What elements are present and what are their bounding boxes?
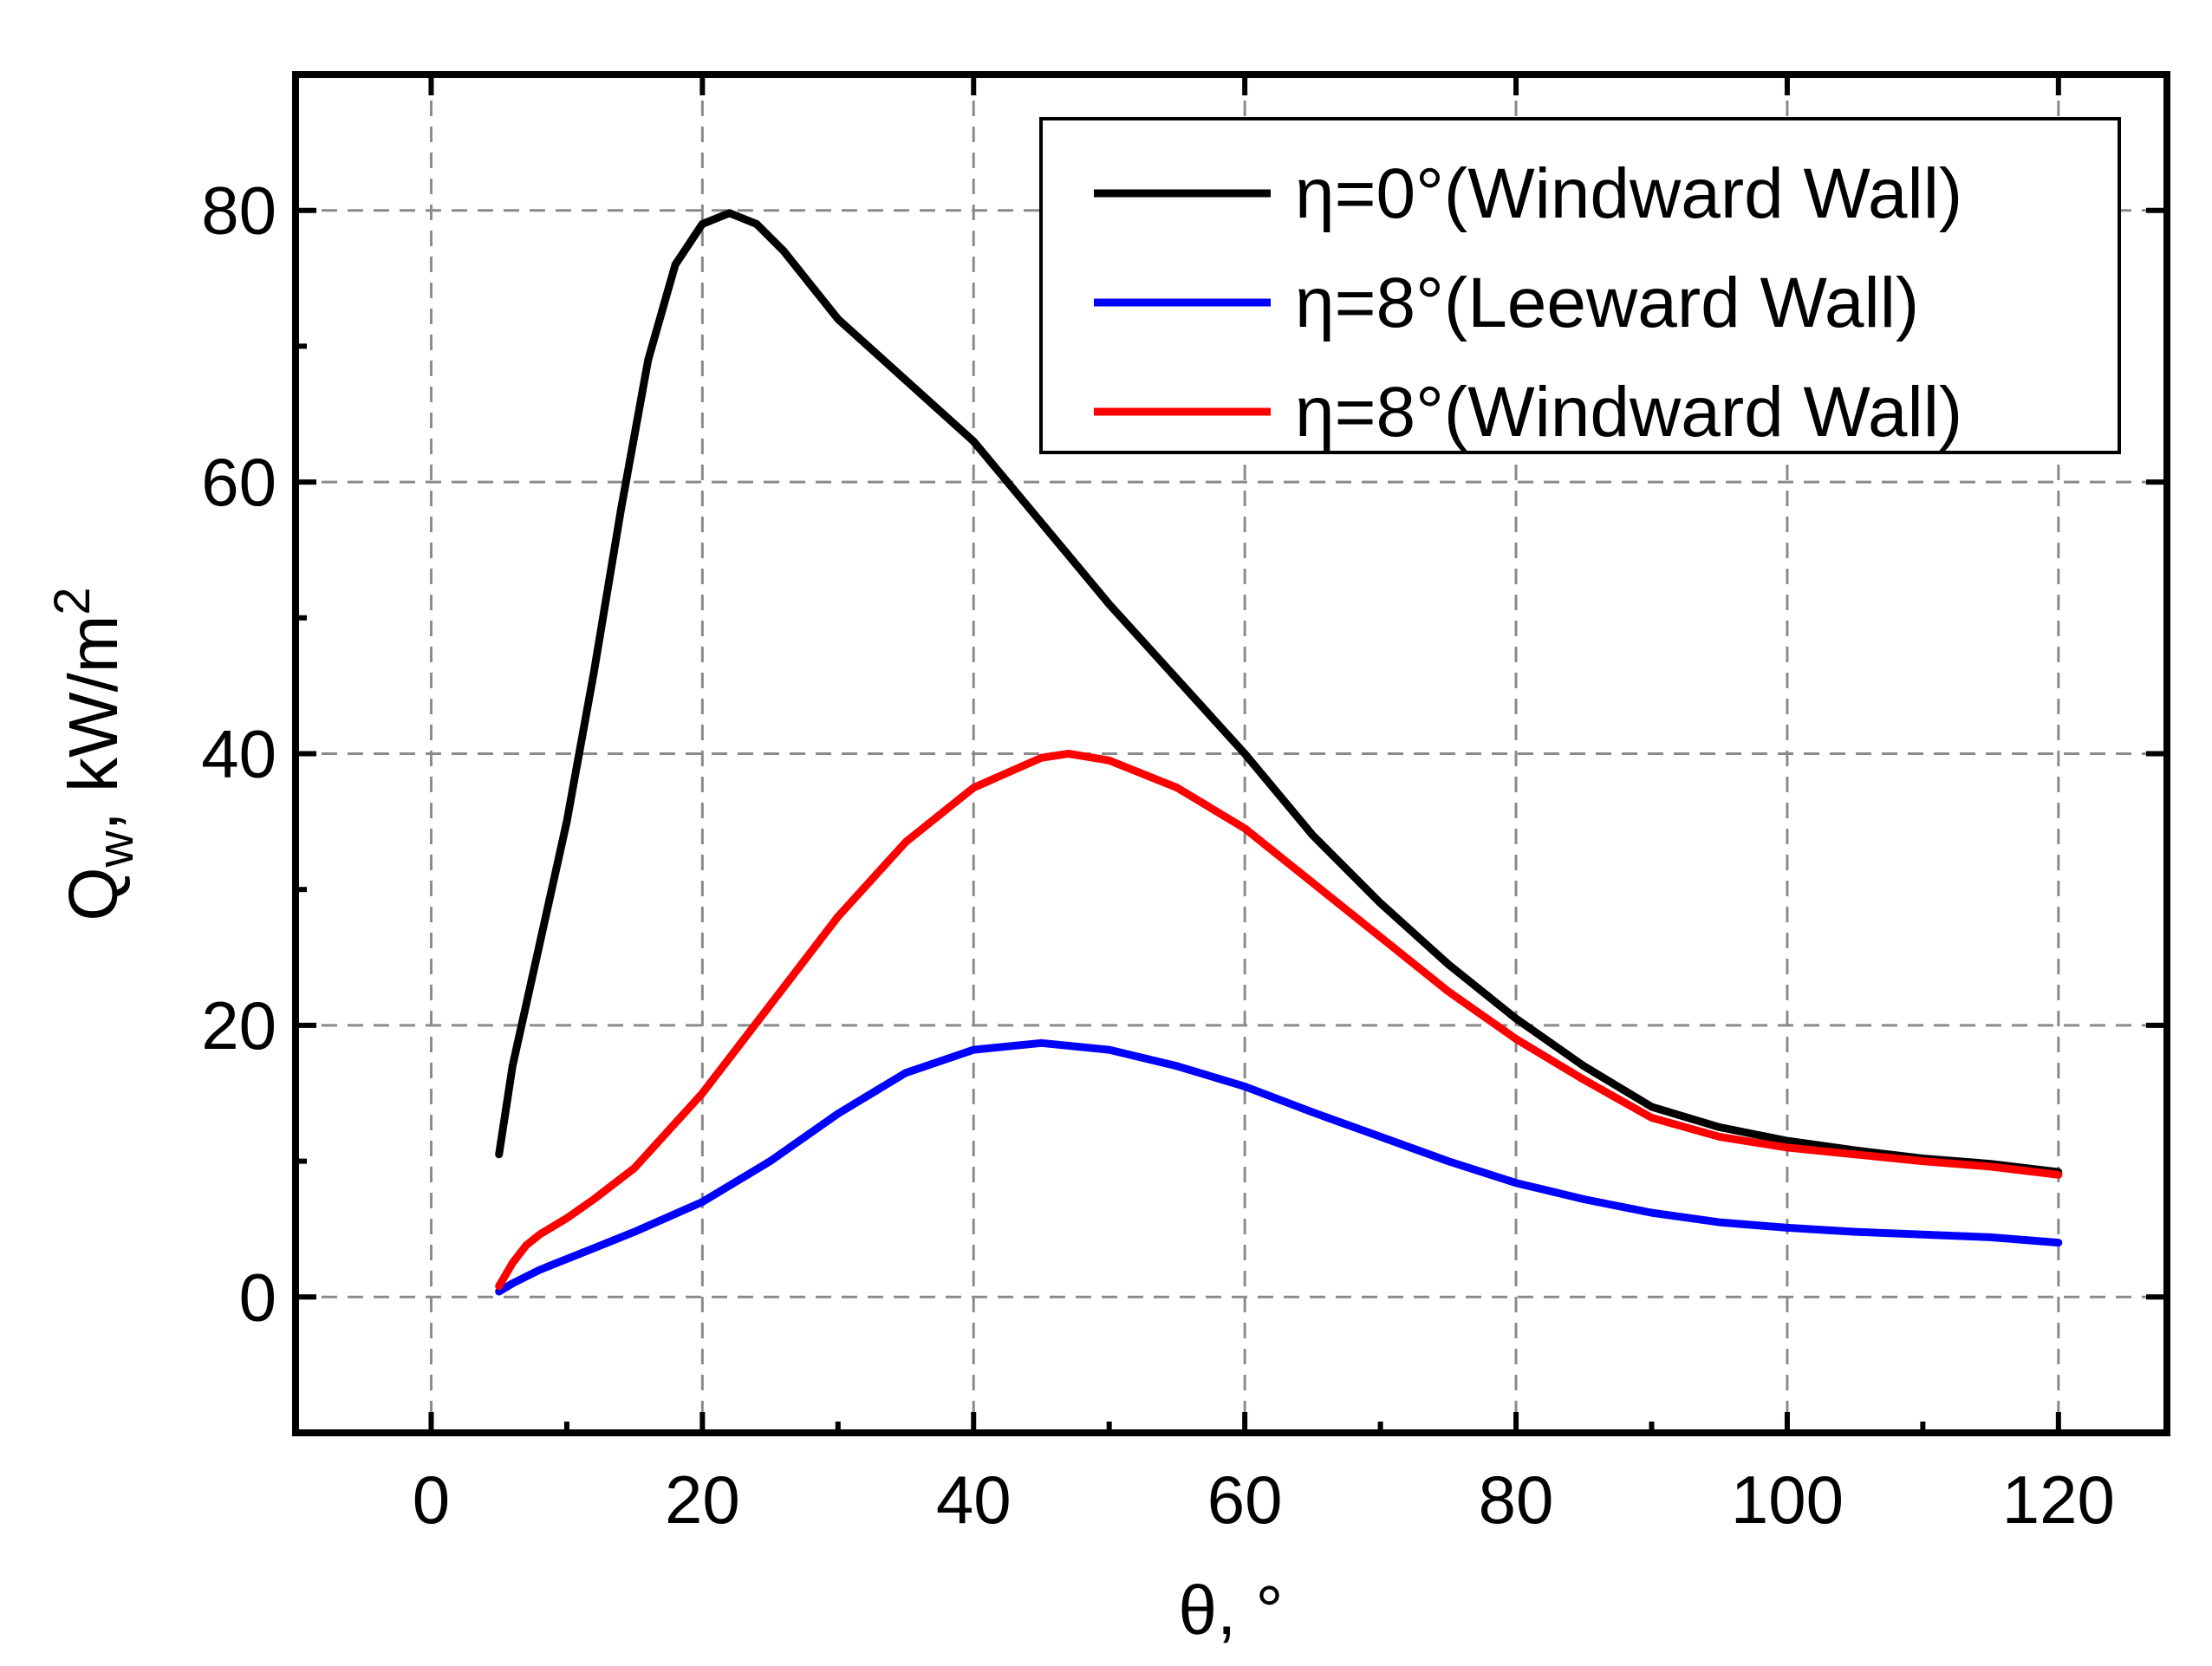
y-axis-title: Qw, kW/m2	[44, 587, 144, 921]
x-tick-label: 0	[413, 1461, 450, 1538]
legend: η=0°(Windward Wall) η=8°(Leeward Wall) η=8…	[1039, 117, 2121, 454]
x-tick-label: 20	[665, 1461, 740, 1538]
y-tick-label: 40	[201, 716, 276, 792]
y-tick-label: 20	[201, 987, 276, 1064]
y-tick-label: 60	[201, 444, 276, 520]
series-line-3	[495, 750, 2063, 1291]
axis-ticks	[293, 75, 2167, 1433]
legend-box	[1039, 117, 2121, 454]
y-tick-label: 0	[239, 1259, 276, 1335]
tick-labels: 0 20 40 60 80 100 120 0 20 40 60 80	[201, 172, 2115, 1538]
x-tick-label: 60	[1207, 1461, 1283, 1538]
legend-label: η=0°(Windward Wall)	[1295, 154, 1962, 233]
legend-label: η=8°(Leeward Wall)	[1295, 264, 1919, 342]
x-tick-label: 80	[1479, 1461, 1554, 1538]
series-layer	[495, 209, 2063, 1296]
x-axis-title: θ, °	[1179, 1572, 1284, 1649]
series-line-2	[495, 1038, 2063, 1296]
x-tick-label: 120	[2002, 1461, 2115, 1538]
series-line-1	[495, 209, 2063, 1176]
x-tick-label: 100	[1731, 1461, 1844, 1538]
legend-label: η=8°(Windward Wall)	[1295, 373, 1962, 452]
y-tick-label: 80	[201, 172, 276, 249]
x-tick-label: 40	[936, 1461, 1012, 1538]
